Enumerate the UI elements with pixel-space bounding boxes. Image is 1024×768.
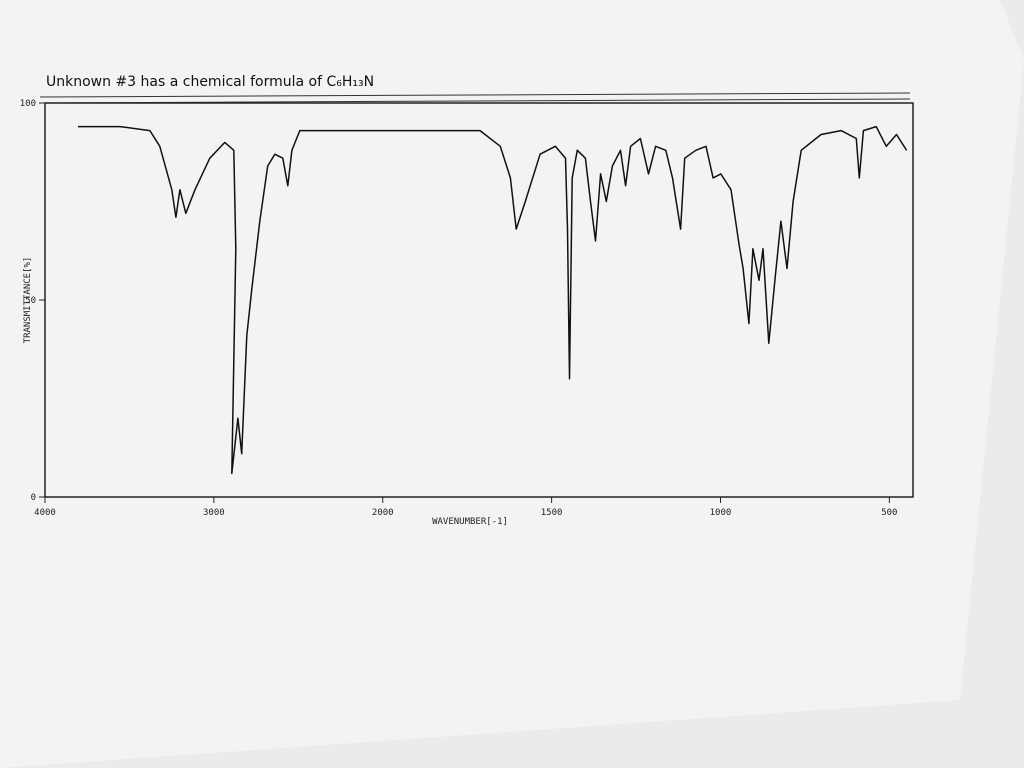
chart-title: Unknown #3 has a chemical formula of C₆H… [46, 74, 374, 90]
y-tick-label: 100 [20, 99, 36, 109]
y-tick-label: 0 [31, 493, 36, 503]
x-axis-label: WAVENUMBER[-1] [432, 517, 508, 527]
spectrum-line [77, 125, 908, 475]
x-tick-label: 4000 [34, 508, 56, 518]
x-tick-label: 500 [881, 508, 897, 518]
x-tick-label: 2000 [372, 508, 394, 518]
y-axis-label: TRANSMITTANCE[%] [23, 257, 33, 344]
x-tick-label: 1500 [541, 508, 563, 518]
x-tick-label: 1000 [710, 508, 732, 518]
y-tick-label: 50 [25, 296, 36, 306]
title-rule [39, 92, 911, 98]
x-tick-label: 3000 [203, 508, 225, 518]
